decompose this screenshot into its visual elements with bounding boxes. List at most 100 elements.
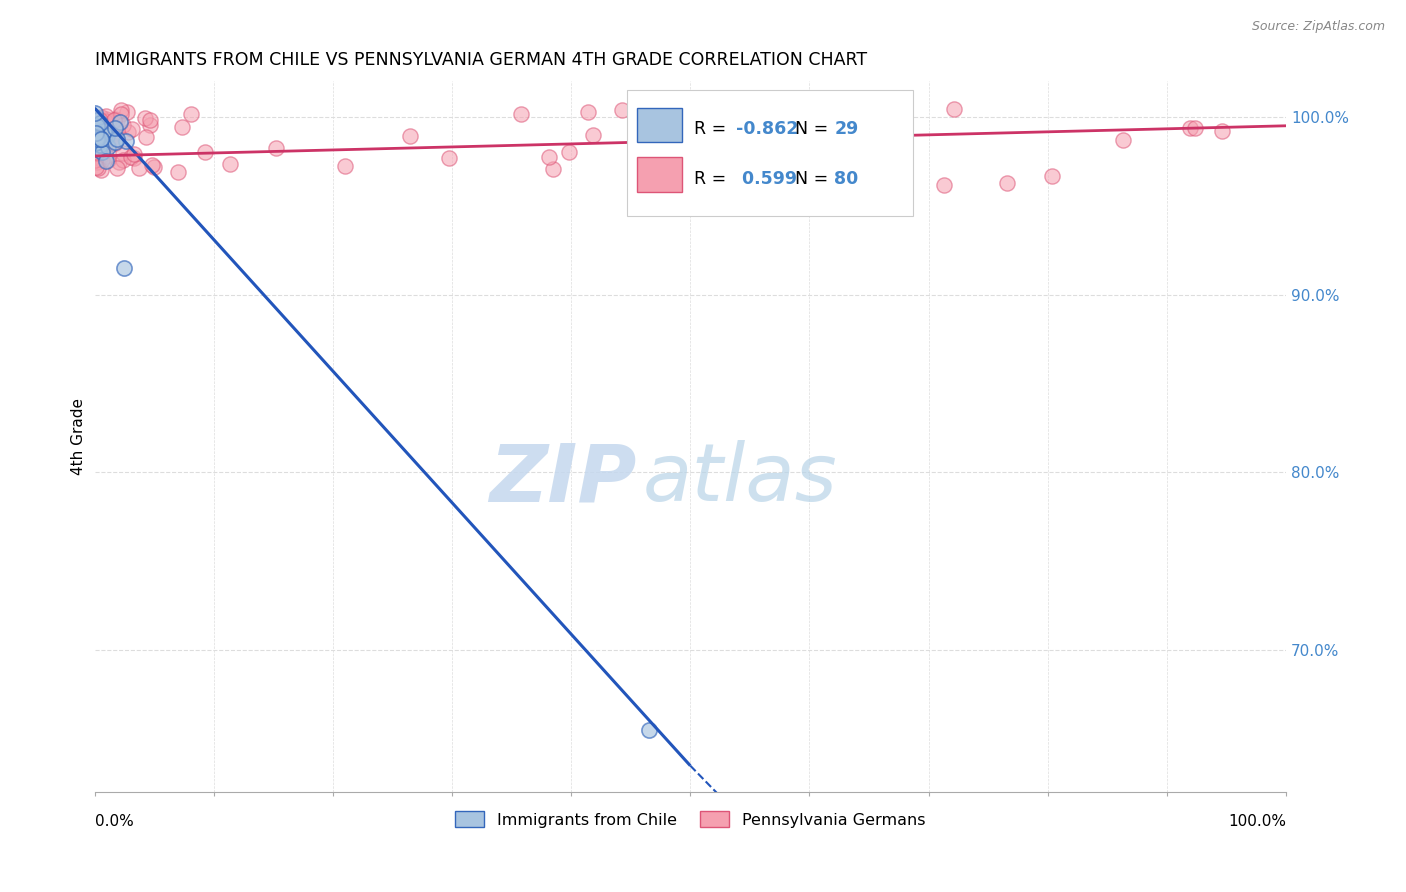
Point [166,164,188,178]
Point [94,122,117,136]
Point [399,128,422,143]
Text: 0.0%: 0.0% [94,814,134,829]
Point [543,162,565,177]
Point [1211,124,1233,138]
Point [818,104,841,119]
Point [105,112,128,127]
Text: N =: N = [796,170,834,188]
Point [91,145,114,159]
Point [110,103,132,117]
Point [84,153,107,167]
Point [128,161,150,175]
Point [94,128,117,143]
Point [509,107,531,121]
Point [86,128,108,142]
Point [437,152,460,166]
FancyBboxPatch shape [627,90,912,217]
Text: IMMIGRANTS FROM CHILE VS PENNSYLVANIA GERMAN 4TH GRADE CORRELATION CHART: IMMIGRANTS FROM CHILE VS PENNSYLVANIA GE… [94,51,866,69]
Point [97,136,120,151]
Text: N =: N = [796,120,834,138]
Point [219,157,242,171]
Point [758,158,780,172]
Point [115,135,138,149]
Point [121,150,143,164]
Point [143,160,166,174]
Point [84,127,107,141]
Point [97,139,120,153]
Point [84,141,107,155]
Point [104,126,127,140]
Point [110,106,132,120]
Point [89,135,111,149]
Point [932,178,955,192]
Point [93,124,115,138]
Point [90,149,112,163]
Point [180,107,202,121]
Point [86,132,108,146]
Point [86,145,108,160]
Point [139,118,162,132]
Point [122,147,145,161]
Text: atlas: atlas [643,441,838,518]
Text: 0.599: 0.599 [735,170,797,188]
Point [90,131,112,145]
Point [93,130,115,145]
Point [84,106,107,120]
Point [637,723,659,737]
Point [89,116,111,130]
Point [117,125,139,139]
Point [84,161,107,175]
Point [995,176,1018,190]
Point [647,127,669,141]
Text: 80: 80 [834,170,859,188]
Text: R =: R = [693,170,737,188]
Point [117,104,139,119]
Text: ZIP: ZIP [489,441,637,518]
Point [859,147,882,161]
Point [90,110,112,124]
Point [103,112,125,127]
Point [538,150,561,164]
Point [582,128,605,143]
Point [266,141,288,155]
Point [1040,169,1063,184]
Point [111,146,134,161]
Text: Source: ZipAtlas.com: Source: ZipAtlas.com [1251,20,1385,33]
Point [610,103,633,117]
Point [170,120,193,134]
Point [84,116,107,130]
Point [942,102,965,116]
Point [84,136,107,150]
Point [558,145,581,159]
Bar [637,157,682,192]
Point [90,114,112,128]
Y-axis label: 4th Grade: 4th Grade [72,399,86,475]
Point [112,153,135,167]
Point [96,149,118,163]
Point [94,109,117,123]
Point [97,153,120,167]
Point [141,158,163,172]
Point [94,154,117,169]
Point [121,121,143,136]
Point [86,113,108,128]
Point [86,120,108,134]
Point [90,162,112,177]
Point [689,134,711,148]
Point [135,129,157,144]
Point [335,159,357,173]
Point [91,153,114,167]
Point [86,129,108,144]
Point [100,137,122,152]
Point [105,161,128,175]
Point [94,128,117,143]
Point [138,113,160,128]
Point [87,130,110,145]
Point [112,119,135,133]
Point [89,135,111,149]
Point [1111,133,1133,147]
Point [104,112,127,127]
Bar [637,108,682,142]
Point [90,132,112,146]
Point [105,132,128,146]
